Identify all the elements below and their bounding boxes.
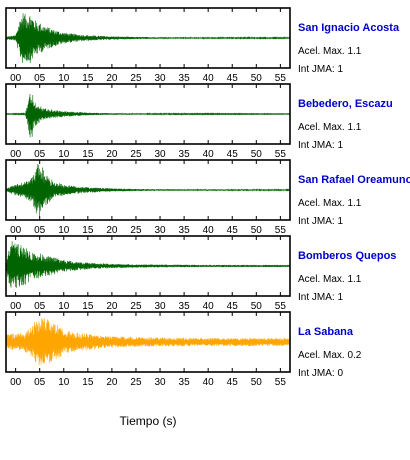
- x-tick-label: 25: [130, 225, 142, 236]
- x-tick-label: 15: [82, 377, 94, 388]
- x-tick-label: 50: [251, 225, 263, 236]
- station-name: San Ignacio Acosta: [298, 22, 400, 34]
- x-tick-label: 50: [251, 377, 263, 388]
- jma-intensity-label: Int JMA: 0: [298, 368, 344, 379]
- waveform-trace: [5, 94, 291, 138]
- x-tick-label: 15: [82, 149, 94, 160]
- x-tick-label: 45: [227, 301, 239, 312]
- x-tick-label: 40: [203, 149, 215, 160]
- station-panel: 00 05 10 15 20 25 30 35 40 45 50 55: [5, 83, 291, 160]
- station-name: La Sabana: [298, 326, 354, 338]
- x-tick-label: 10: [58, 73, 70, 84]
- max-acceleration-label: Acel. Max. 1.1: [298, 122, 362, 133]
- x-tick-label: 25: [130, 149, 142, 160]
- x-tick-label: 05: [34, 73, 46, 84]
- x-tick-label: 55: [275, 149, 287, 160]
- x-tick-label: 20: [106, 377, 118, 388]
- x-tick-label: 20: [106, 225, 118, 236]
- jma-intensity-label: Int JMA: 1: [298, 292, 344, 303]
- x-tick-label: 05: [34, 301, 46, 312]
- x-tick-label: 45: [227, 377, 239, 388]
- x-tick-label: 00: [10, 73, 22, 84]
- plot-frame: [5, 83, 291, 145]
- station-name: Bomberos Quepos: [298, 250, 397, 262]
- x-tick-label: 45: [227, 225, 239, 236]
- x-tick-label: 40: [203, 377, 215, 388]
- x-tick-label: 35: [179, 377, 191, 388]
- plot-frame: [5, 235, 291, 297]
- x-tick-label: 45: [227, 73, 239, 84]
- max-acceleration-label: Acel. Max. 1.1: [298, 198, 362, 209]
- x-tick-label: 00: [10, 377, 22, 388]
- x-tick-label: 35: [179, 301, 191, 312]
- x-tick-label: 50: [251, 73, 263, 84]
- x-tick-label: 40: [203, 73, 215, 84]
- station-panel: 00 05 10 15 20 25 30 35 40 45 50 55: [5, 311, 291, 388]
- x-tick-label: 00: [10, 225, 22, 236]
- x-tick-label: 20: [106, 73, 118, 84]
- x-tick-label: 15: [82, 73, 94, 84]
- x-tick-label: 55: [275, 301, 287, 312]
- x-tick-label: 30: [154, 301, 166, 312]
- x-tick-label: 30: [154, 225, 166, 236]
- plot-frame: [5, 7, 291, 69]
- x-tick-label: 55: [275, 377, 287, 388]
- x-tick-label: 35: [179, 225, 191, 236]
- x-tick-label: 20: [106, 149, 118, 160]
- x-tick-label: 20: [106, 301, 118, 312]
- x-tick-label: 30: [154, 149, 166, 160]
- waveform-trace: [5, 318, 291, 366]
- x-tick-label: 05: [34, 149, 46, 160]
- x-tick-label: 15: [82, 225, 94, 236]
- waveform-trace: [5, 164, 291, 217]
- x-tick-label: 25: [130, 377, 142, 388]
- x-tick-label: 30: [154, 377, 166, 388]
- plot-frame: [5, 311, 291, 373]
- station-panel: 00 05 10 15 20 25 30 35 40 45 50 55: [5, 7, 291, 84]
- x-tick-label: 05: [34, 377, 46, 388]
- jma-intensity-label: Int JMA: 1: [298, 64, 344, 75]
- waveform-trace: [5, 241, 291, 288]
- x-tick-label: 35: [179, 73, 191, 84]
- x-tick-label: 55: [275, 73, 287, 84]
- max-acceleration-label: Acel. Max. 1.1: [298, 274, 362, 285]
- x-tick-label: 10: [58, 225, 70, 236]
- x-tick-label: 40: [203, 301, 215, 312]
- station-panel: 00 05 10 15 20 25 30 35 40 45 50 55: [5, 159, 291, 236]
- x-tick-label: 25: [130, 301, 142, 312]
- x-tick-label: 10: [58, 377, 70, 388]
- x-tick-label: 45: [227, 149, 239, 160]
- jma-intensity-label: Int JMA: 1: [298, 140, 344, 151]
- x-tick-label: 10: [58, 301, 70, 312]
- x-tick-label: 30: [154, 73, 166, 84]
- x-tick-label: 10: [58, 149, 70, 160]
- x-tick-label: 55: [275, 225, 287, 236]
- x-tick-label: 00: [10, 149, 22, 160]
- x-tick-label: 00: [10, 301, 22, 312]
- x-axis-label: Tiempo (s): [119, 414, 177, 428]
- max-acceleration-label: Acel. Max. 1.1: [298, 46, 362, 57]
- x-tick-label: 05: [34, 225, 46, 236]
- x-tick-label: 40: [203, 225, 215, 236]
- waveform-trace: [5, 13, 291, 64]
- x-tick-label: 15: [82, 301, 94, 312]
- x-tick-label: 50: [251, 149, 263, 160]
- station-name: San Rafael Oreamuno: [298, 174, 410, 186]
- plot-frame: [5, 159, 291, 221]
- jma-intensity-label: Int JMA: 1: [298, 216, 344, 227]
- max-acceleration-label: Acel. Max. 0.2: [298, 350, 362, 361]
- station-panel: 00 05 10 15 20 25 30 35 40 45 50 55: [5, 235, 291, 312]
- x-tick-label: 35: [179, 149, 191, 160]
- station-name: Bebedero, Escazu: [298, 98, 393, 110]
- x-tick-label: 50: [251, 301, 263, 312]
- x-tick-label: 25: [130, 73, 142, 84]
